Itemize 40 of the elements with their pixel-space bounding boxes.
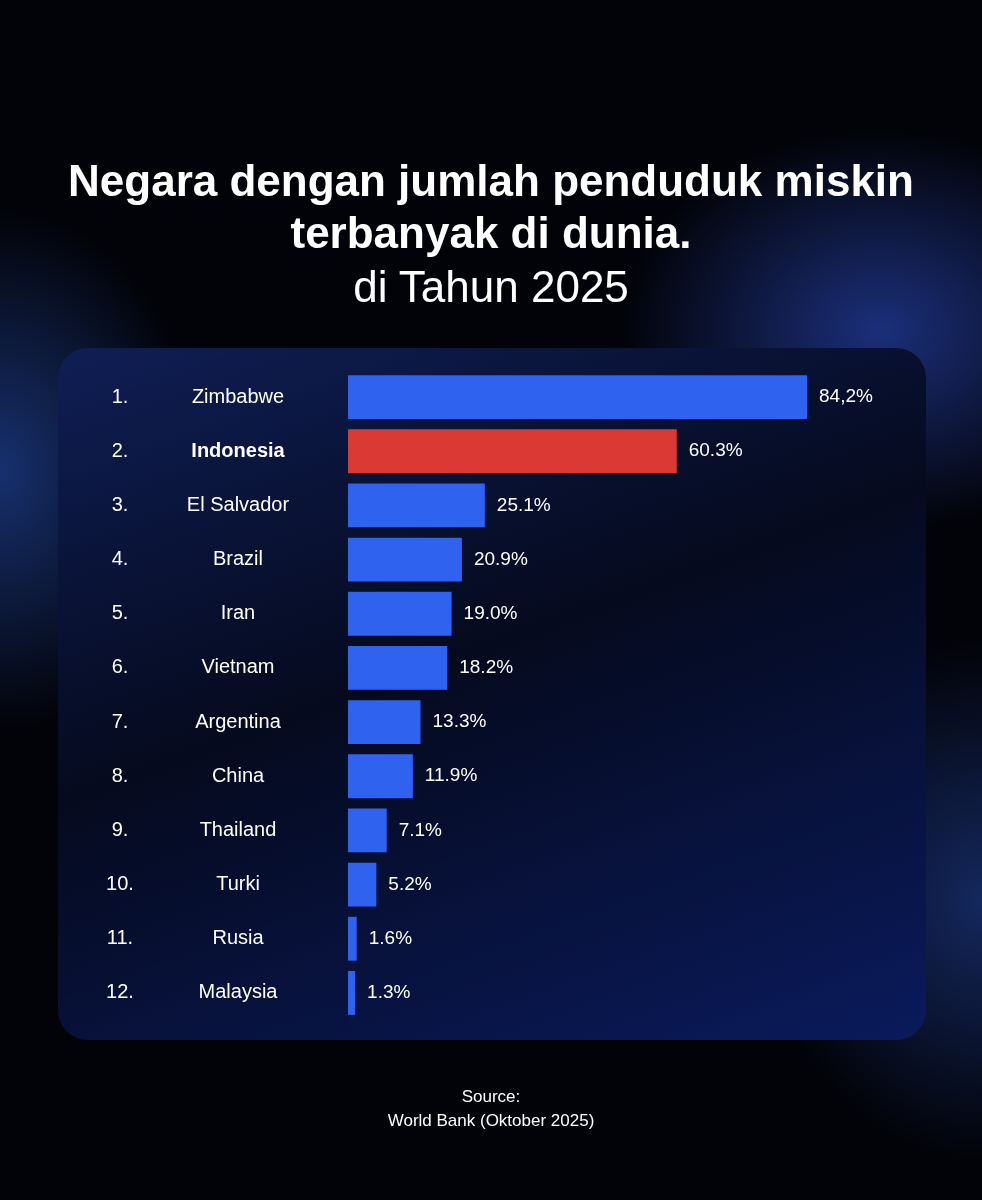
data-label: 18.2% [459, 656, 514, 678]
category-label: 1. Zimbabwe [111, 384, 285, 407]
category-label: 5. Iran [111, 601, 256, 624]
data-label: 20.9% [473, 547, 528, 569]
bar [348, 429, 677, 474]
bar [348, 537, 462, 582]
data-label: 1.6% [368, 926, 413, 948]
category-label: 2. Indonesia [111, 438, 285, 461]
data-label: 19.0% [463, 601, 518, 623]
data-label: 84,2% [819, 385, 873, 407]
data-label: 60.3% [688, 439, 743, 461]
text: World Bank (Oktober 2025) [386, 1110, 596, 1132]
category-label: 4. Brazil [111, 547, 264, 570]
source-note: Source: [460, 1086, 522, 1108]
data-label: 25.1% [496, 493, 551, 515]
bar [348, 375, 807, 420]
data-label: 5.2% [388, 872, 432, 894]
bar [348, 916, 357, 961]
bar [348, 808, 387, 853]
bar [348, 862, 377, 907]
category-label: 8. China [111, 763, 265, 786]
chart-subtitle: di Tahun 2025 [352, 262, 630, 312]
bar [348, 700, 421, 745]
data-label: 1.3% [367, 981, 411, 1003]
bar [348, 483, 485, 528]
bar [348, 754, 413, 799]
data-label: 11.9% [424, 764, 478, 786]
category-label: 7. Argentina [111, 709, 281, 732]
bar [348, 591, 452, 636]
bar [348, 970, 356, 1015]
data-label: 7.1% [398, 818, 443, 840]
category-label: 6. Vietnam [111, 655, 275, 678]
category-label: 9. Thailand [111, 817, 277, 840]
category-label: 3. El Salvador [111, 492, 290, 515]
category-label: 10. Turki [106, 872, 260, 895]
category-label: 11. Rusia [106, 926, 264, 949]
bar [348, 645, 448, 690]
data-label: 13.3% [432, 710, 487, 732]
chart-title: Negara dengan jumlah penduduk miskin terbanyak di dunia. [67, 155, 915, 259]
category-label: 12. Malaysia [106, 980, 278, 1003]
